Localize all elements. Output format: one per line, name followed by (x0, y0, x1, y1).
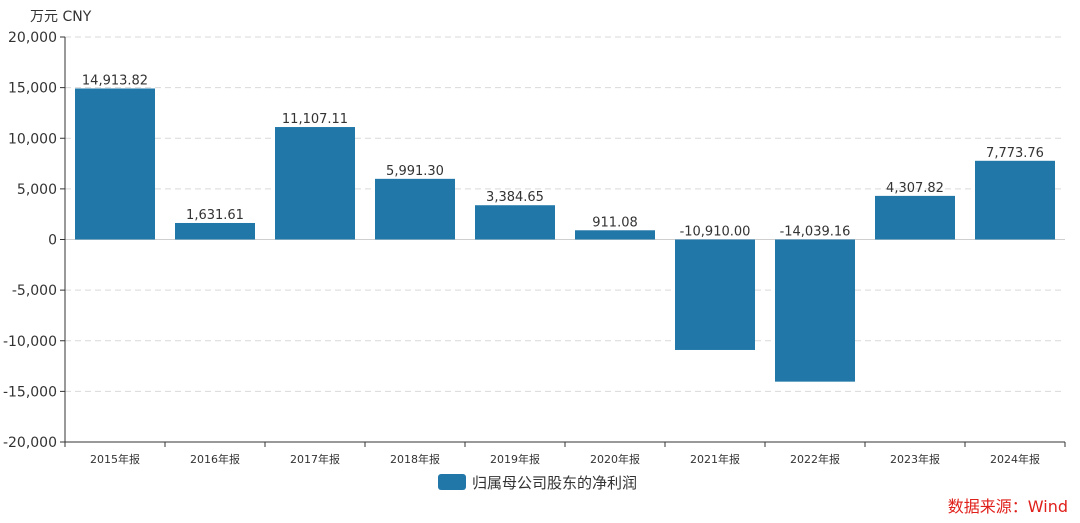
bar[interactable] (875, 195, 955, 240)
bars (75, 88, 1055, 382)
y-tick-label: 0 (48, 233, 57, 249)
bar[interactable] (575, 230, 655, 240)
data-label: 11,107.11 (282, 112, 348, 127)
x-tick-label: 2022年报 (790, 452, 840, 466)
legend-label[interactable]: 归属母公司股东的净利润 (472, 474, 637, 492)
bar[interactable] (75, 88, 155, 240)
data-label: 7,773.76 (986, 146, 1044, 161)
data-label: 14,913.82 (82, 73, 148, 88)
bar[interactable] (275, 127, 355, 240)
y-tick-label: 5,000 (17, 182, 57, 198)
y-tick-label: 15,000 (8, 81, 57, 97)
legend[interactable]: 归属母公司股东的净利润 (438, 474, 637, 492)
x-tick-label: 2021年报 (690, 452, 740, 466)
data-label: 4,307.82 (886, 181, 944, 196)
y-tick-label: -5,000 (12, 283, 57, 299)
y-tick-label: 10,000 (8, 131, 57, 147)
y-tick-label: 20,000 (8, 30, 57, 46)
data-label: 1,631.61 (186, 208, 244, 223)
x-tick-label: 2024年报 (990, 452, 1040, 466)
axes: 20,000 15,000 10,000 5,000 0 -5,000 -10,000 -15… (3, 30, 1066, 466)
y-tick-label: -10,000 (3, 334, 57, 350)
bar[interactable] (675, 239, 755, 350)
y-tick-label: -15,000 (3, 384, 57, 400)
x-tick-label: 2020年报 (590, 452, 640, 466)
x-tick-label: 2018年报 (390, 452, 440, 466)
data-labels: 14,913.82 1,631.61 11,107.11 5,991.30 3,384.… (82, 73, 1044, 239)
data-label: -14,039.16 (780, 225, 851, 240)
bar[interactable] (175, 222, 255, 240)
data-label: 5,991.30 (386, 164, 444, 179)
data-label: 911.08 (592, 215, 638, 230)
x-tick-label: 2015年报 (90, 452, 140, 466)
legend-swatch[interactable] (438, 474, 466, 490)
data-label: 3,384.65 (486, 190, 544, 205)
bar[interactable] (775, 239, 855, 382)
x-tick-label: 2017年报 (290, 452, 340, 466)
source-note: 数据来源：Wind (948, 497, 1068, 516)
x-tick-label: 2023年报 (890, 452, 940, 466)
bar[interactable] (475, 205, 555, 240)
bar[interactable] (375, 178, 455, 240)
x-tick-label: 2019年报 (490, 452, 540, 466)
bar[interactable] (975, 160, 1055, 240)
data-label: -10,910.00 (680, 225, 751, 240)
unit-label: 万元 CNY (30, 9, 92, 25)
y-tick-label: -20,000 (3, 435, 57, 451)
x-tick-label: 2016年报 (190, 452, 240, 466)
